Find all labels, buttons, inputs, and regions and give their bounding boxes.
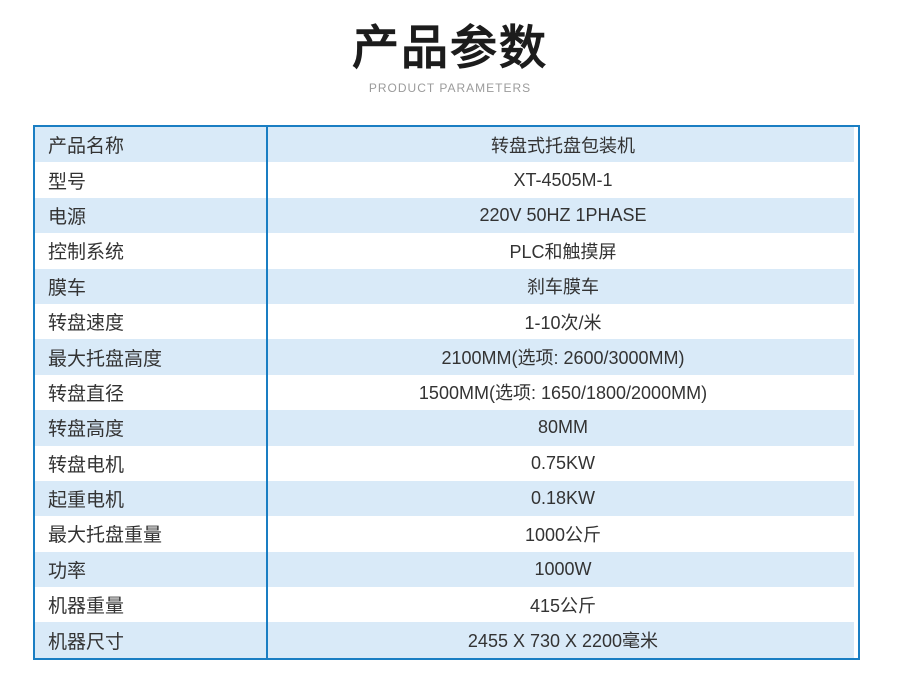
- param-label: 转盘高度: [34, 410, 268, 446]
- param-value: 刹车膜车: [267, 268, 859, 304]
- param-label: 机器尺寸: [34, 622, 268, 659]
- table-row: 转盘电机 0.75KW: [34, 445, 859, 481]
- table-row: 起重电机 0.18KW: [34, 480, 859, 517]
- table-row: 转盘高度 80MM: [34, 410, 859, 446]
- table-row: 功率 1000W: [34, 551, 859, 588]
- param-value: 80MM: [267, 410, 859, 446]
- param-value: 1-10次/米: [267, 303, 859, 340]
- param-label: 机器重量: [34, 587, 268, 623]
- param-label: 最大托盘高度: [34, 339, 268, 375]
- table-row: 型号 XT-4505M-1: [34, 162, 859, 198]
- page-header: 产品参数 PRODUCT PARAMETERS: [0, 22, 900, 95]
- page-title: 产品参数: [352, 21, 548, 74]
- table-row: 转盘直径 1500MM(选项: 1650/1800/2000MM): [34, 374, 859, 411]
- param-label: 转盘电机: [34, 445, 268, 481]
- table-row: 膜车 刹车膜车: [34, 268, 859, 304]
- table-row: 机器尺寸 2455 X 730 X 2200毫米: [34, 622, 859, 659]
- table-row: 最大托盘重量 1000公斤: [34, 516, 859, 552]
- param-value: 转盘式托盘包装机: [267, 126, 859, 163]
- param-label: 转盘速度: [34, 303, 268, 340]
- table-row: 电源 220V 50HZ 1PHASE: [34, 197, 859, 234]
- table-row: 机器重量 415公斤: [34, 587, 859, 623]
- table-row: 最大托盘高度 2100MM(选项: 2600/3000MM): [34, 339, 859, 375]
- param-label: 膜车: [34, 268, 268, 304]
- param-value: 2100MM(选项: 2600/3000MM): [267, 339, 859, 375]
- param-label: 转盘直径: [34, 374, 268, 411]
- table-row: 转盘速度 1-10次/米: [34, 303, 859, 340]
- table-row: 控制系统 PLC和触摸屏: [34, 233, 859, 269]
- param-label: 最大托盘重量: [34, 516, 268, 552]
- param-value: XT-4505M-1: [267, 162, 859, 198]
- param-label: 功率: [34, 551, 268, 588]
- page-subtitle: PRODUCT PARAMETERS: [368, 80, 532, 95]
- param-value: 220V 50HZ 1PHASE: [267, 197, 859, 234]
- param-label: 控制系统: [34, 233, 268, 269]
- param-value: 415公斤: [267, 587, 859, 623]
- table-row: 产品名称 转盘式托盘包装机: [34, 126, 859, 163]
- param-value: 1500MM(选项: 1650/1800/2000MM): [267, 374, 859, 411]
- param-label: 型号: [34, 162, 268, 198]
- param-value: 0.18KW: [267, 480, 859, 517]
- param-value: 0.75KW: [267, 445, 859, 481]
- param-value: 2455 X 730 X 2200毫米: [267, 622, 859, 659]
- table-body: 产品名称 转盘式托盘包装机 型号 XT-4505M-1 电源 220V 50HZ…: [34, 126, 859, 659]
- param-value: PLC和触摸屏: [267, 233, 859, 269]
- param-value: 1000公斤: [267, 516, 859, 552]
- param-label: 电源: [34, 197, 268, 234]
- param-label: 起重电机: [34, 480, 268, 517]
- param-value: 1000W: [267, 551, 859, 588]
- product-parameters-table: 产品名称 转盘式托盘包装机 型号 XT-4505M-1 电源 220V 50HZ…: [33, 125, 860, 660]
- param-label: 产品名称: [34, 126, 268, 163]
